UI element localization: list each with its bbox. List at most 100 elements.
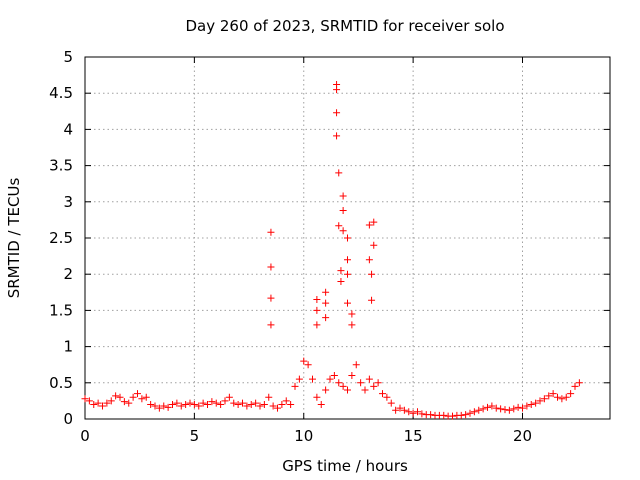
- data-point-baseline: [195, 402, 203, 410]
- data-point-baseline: [348, 372, 356, 380]
- data-point-baseline: [134, 390, 141, 398]
- data-point-baseline: [466, 409, 474, 417]
- data-point-spikes: [339, 227, 347, 235]
- data-point-baseline: [252, 399, 260, 407]
- data-point-baseline: [365, 375, 373, 383]
- data-point-spikes: [344, 299, 351, 307]
- y-tick-label: 3: [63, 193, 73, 211]
- data-point-baseline: [120, 398, 128, 406]
- data-point-baseline: [164, 403, 172, 411]
- data-point-baseline: [357, 379, 365, 387]
- data-point-spikes: [344, 234, 351, 242]
- data-point-baseline: [514, 403, 522, 411]
- y-tick-label: 4.5: [49, 84, 73, 102]
- data-point-spikes: [368, 296, 376, 304]
- data-point-baseline: [112, 392, 120, 400]
- data-point-spikes: [333, 86, 341, 94]
- data-point-baseline: [278, 401, 286, 409]
- data-point-baseline: [361, 386, 369, 394]
- data-point-spikes: [348, 321, 356, 329]
- data-point-baseline: [300, 357, 308, 365]
- data-point-spikes: [370, 241, 378, 249]
- data-point-spikes: [344, 270, 351, 278]
- data-point-baseline: [571, 382, 579, 390]
- data-point-baseline: [387, 399, 395, 407]
- data-point-spikes: [339, 192, 347, 200]
- data-point-baseline: [457, 411, 465, 419]
- data-point-baseline: [440, 411, 448, 419]
- data-point-baseline: [182, 401, 190, 409]
- data-point-baseline: [501, 406, 509, 414]
- data-point-baseline: [151, 402, 159, 410]
- data-point-baseline: [85, 397, 93, 405]
- data-point-baseline: [186, 399, 194, 407]
- data-point-baseline: [287, 401, 295, 409]
- data-point-baseline: [142, 393, 150, 401]
- data-point-baseline: [575, 379, 583, 387]
- data-point-baseline: [558, 395, 566, 403]
- data-point-baseline: [492, 404, 500, 412]
- data-point-spikes: [267, 228, 275, 236]
- data-point-spikes: [267, 321, 275, 329]
- data-point-baseline: [107, 397, 115, 405]
- data-point-baseline: [204, 401, 211, 409]
- data-point-baseline: [567, 390, 575, 398]
- data-point-baseline: [418, 410, 426, 418]
- y-tick-label: 4: [63, 120, 73, 138]
- data-point-baseline: [90, 401, 98, 409]
- x-tick-label: 0: [80, 427, 90, 445]
- data-point-baseline: [177, 402, 185, 410]
- chart-title: Day 260 of 2023, SRMTID for receiver sol…: [186, 17, 505, 35]
- data-point-baseline: [313, 393, 321, 401]
- data-point-baseline: [239, 399, 246, 407]
- y-tick-label: 0: [63, 410, 73, 428]
- data-point-spikes: [365, 256, 373, 264]
- x-tick-label: 5: [190, 427, 200, 445]
- y-tick-label: 3.5: [49, 157, 73, 175]
- data-point-baseline: [147, 401, 155, 409]
- y-tick-label: 5: [63, 48, 73, 66]
- data-point-baseline: [190, 401, 198, 409]
- data-point-baseline: [488, 402, 496, 410]
- data-point-spikes: [348, 310, 356, 318]
- data-point-baseline: [409, 409, 417, 417]
- data-point-baseline: [274, 404, 281, 412]
- data-point-baseline: [396, 404, 404, 412]
- data-point-spikes: [322, 314, 330, 322]
- data-point-baseline: [484, 403, 491, 411]
- data-point-baseline: [462, 411, 470, 419]
- data-point-baseline: [497, 405, 505, 413]
- data-point-baseline: [173, 399, 181, 407]
- data-point-baseline: [449, 412, 456, 420]
- data-point-baseline: [532, 399, 540, 407]
- data-point-baseline: [335, 379, 343, 387]
- data-point-baseline: [400, 406, 408, 414]
- data-point-baseline: [291, 382, 299, 390]
- data-point-spikes: [313, 321, 321, 329]
- data-point-spikes: [337, 277, 345, 285]
- data-point-spikes: [313, 306, 321, 314]
- data-point-spikes: [333, 132, 341, 140]
- data-point-baseline: [549, 390, 557, 398]
- data-point-baseline: [282, 397, 290, 405]
- x-tick-label: 20: [513, 427, 532, 445]
- data-point-baseline: [243, 402, 251, 410]
- data-point-baseline: [379, 390, 386, 398]
- data-point-baseline: [519, 404, 526, 412]
- data-point-baseline: [392, 406, 400, 414]
- data-point-baseline: [540, 395, 548, 403]
- data-point-baseline: [116, 393, 124, 401]
- data-point-spikes: [339, 206, 347, 214]
- data-point-baseline: [510, 405, 518, 413]
- data-point-baseline: [230, 399, 238, 407]
- axis-ticks: [84, 56, 610, 420]
- data-point-baseline: [129, 393, 137, 401]
- data-point-baseline: [138, 395, 146, 403]
- data-point-spikes: [344, 256, 351, 264]
- data-point-baseline: [322, 386, 330, 394]
- data-point-baseline: [475, 406, 483, 414]
- y-tick-labels: 0 0.5 1 1.5 2 2.5 3 3.5 4 4.5 5: [49, 48, 73, 428]
- data-point-baseline: [103, 399, 111, 407]
- data-point-baseline: [414, 408, 421, 416]
- data-point-baseline: [169, 401, 176, 409]
